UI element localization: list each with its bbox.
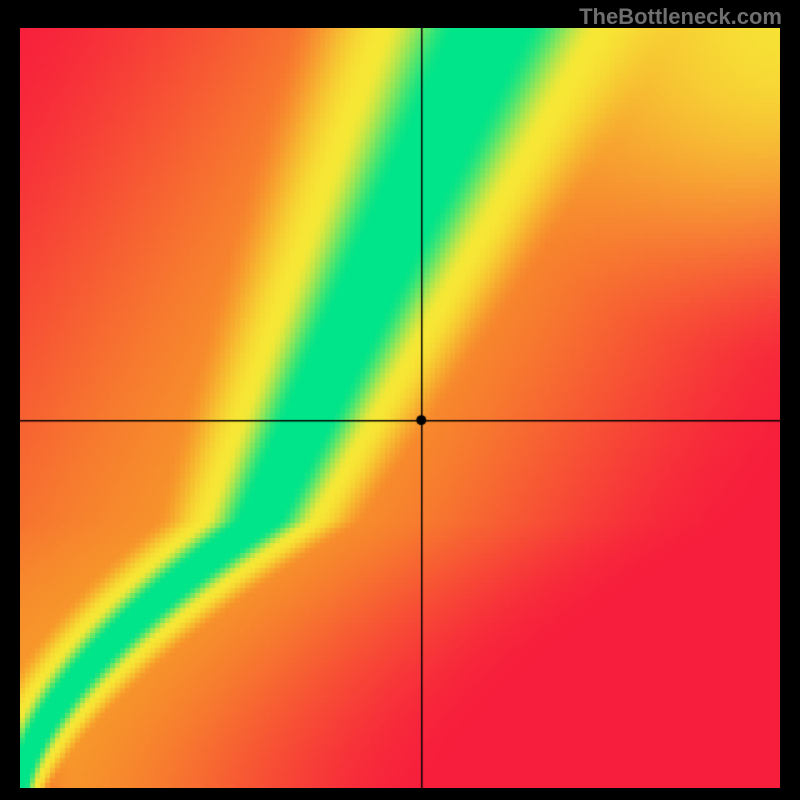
chart-container: TheBottleneck.com bbox=[0, 0, 800, 800]
watermark-text: TheBottleneck.com bbox=[579, 4, 782, 30]
bottleneck-heatmap bbox=[20, 28, 780, 788]
